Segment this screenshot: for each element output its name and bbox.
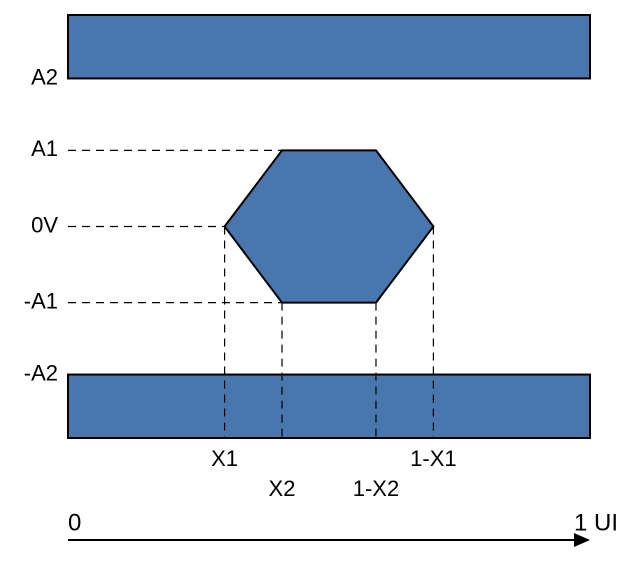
time-axis: 0 1 UI — [68, 509, 618, 547]
time-axis-end-label: 1 UI — [574, 509, 618, 536]
lower-amplitude-band — [68, 375, 590, 438]
eye-mask-diagram: A2 A1 0V -A1 -A2 X1 X2 1-X2 1-X1 0 1 UI — [0, 0, 624, 566]
xlabel-1-X1: 1-X1 — [410, 446, 456, 471]
ylabel-zero: 0V — [31, 212, 58, 237]
upper-amplitude-band — [68, 15, 590, 78]
time-axis-start-label: 0 — [68, 509, 81, 536]
x-axis-labels: X1 X2 1-X2 1-X1 — [211, 446, 457, 501]
ylabel-negA1: -A1 — [24, 288, 58, 313]
xlabel-X1: X1 — [211, 446, 238, 471]
y-axis-labels: A2 A1 0V -A1 -A2 — [24, 64, 59, 385]
ylabel-negA2: -A2 — [24, 360, 58, 385]
ylabel-A2: A2 — [31, 64, 58, 89]
ylabel-A1: A1 — [31, 136, 58, 161]
xlabel-1-X2: 1-X2 — [353, 476, 399, 501]
eye-mask-hexagon — [225, 150, 434, 302]
xlabel-X2: X2 — [269, 476, 296, 501]
